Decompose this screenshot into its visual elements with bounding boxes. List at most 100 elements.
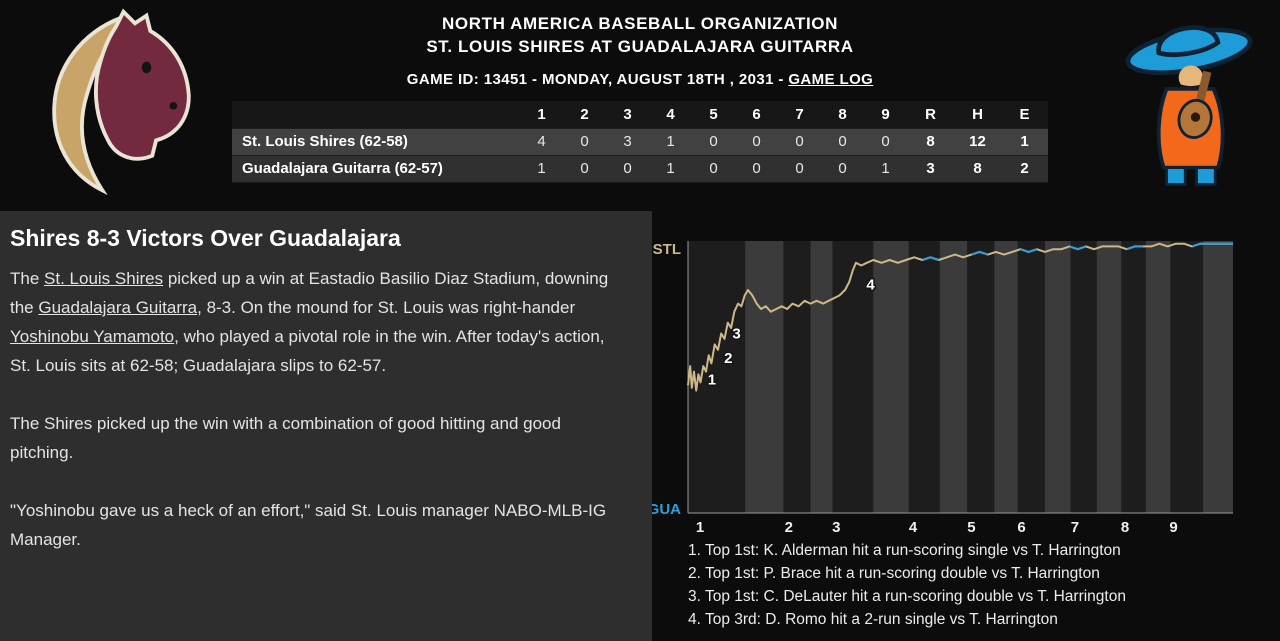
away-inning-score: 0 [778,128,821,156]
away-inning-score: 0 [821,128,864,156]
header: NORTH AMERICA BASEBALL ORGANIZATION ST. … [0,0,1280,205]
y-axis-label-gua: GUA [652,501,681,518]
home-runs: 3 [907,155,954,183]
y-axis-label-stl: STL [653,241,681,258]
half-inning-band [939,241,968,513]
linescore-table: 1 2 3 4 5 6 7 8 9 R H E St. Louis Shires… [232,101,1048,183]
col-inning: 7 [778,101,821,129]
half-inning-band [1203,241,1233,513]
home-team-name: Guadalajara Guitarra (62-57) [232,155,520,183]
article-text: , who played a pivotal role in the win. … [10,327,605,375]
game-info-line: GAME ID: 13451 - MONDAY, AUGUST 18TH , 2… [407,71,873,88]
inning-tick-label: 4 [909,519,918,536]
half-inning-band [994,241,1018,513]
half-inning-band [1096,241,1122,513]
inning-tick-label: 1 [696,519,704,536]
away-runs: 8 [907,128,954,156]
away-inning-score: 3 [606,128,649,156]
home-inning-score: 0 [735,155,778,183]
linescore-row-home: Guadalajara Guitarra (62-57) 1 0 0 1 0 0… [232,155,1048,183]
header-center: NORTH AMERICA BASEBALL ORGANIZATION ST. … [0,0,1280,205]
key-play: 4. Top 3rd: D. Romo hit a 2-run single v… [688,611,1058,628]
half-inning-band [745,241,784,513]
article-paragraph-1: The St. Louis Shires picked up a win at … [10,264,625,380]
col-hits: H [954,101,1001,129]
key-play-marker: 2 [724,350,732,367]
half-inning-band [810,241,833,513]
key-play: 1. Top 1st: K. Alderman hit a run-scorin… [688,542,1121,559]
key-plays-list: 1. Top 1st: K. Alderman hit a run-scorin… [652,539,1280,631]
away-team-name: St. Louis Shires (62-58) [232,128,520,156]
home-inning-score: 0 [692,155,735,183]
win-probability-section: STL GUA 1 2 3 4 5 6 7 8 9 1 2 3 4 1. Top 1st: K. Alder… [652,205,1280,641]
home-errors: 2 [1001,155,1048,183]
win-probability-line-gua-segment [1191,242,1233,248]
home-inning-score: 1 [520,155,563,183]
article-text: , 8-3. On the mound for St. Louis was ri… [197,298,576,317]
win-probability-line-gua-segment [971,250,989,256]
col-inning: 5 [692,101,735,129]
key-play-marker: 4 [866,277,875,294]
col-inning: 6 [735,101,778,129]
news-article-panel: Shires 8-3 Victors Over Guadalajara The … [0,211,652,641]
half-inning-band [873,241,909,513]
inning-tick-label: 9 [1169,519,1177,536]
inning-tick-label: 8 [1121,519,1129,536]
home-inning-score: 0 [778,155,821,183]
home-inning-score: 1 [864,155,907,183]
guitarra-team-link[interactable]: Guadalajara Guitarra [38,298,198,317]
col-inning: 9 [864,101,907,129]
inning-tick-label: 6 [1017,519,1025,536]
linescore-header-row: 1 2 3 4 5 6 7 8 9 R H E [232,101,1048,129]
col-inning: 1 [520,101,563,129]
away-inning-score: 0 [692,128,735,156]
col-runs: R [907,101,954,129]
home-hits: 8 [954,155,1001,183]
away-hits: 12 [954,128,1001,156]
mariachi-icon [1125,25,1253,186]
game-info-text: GAME ID: 13451 - MONDAY, AUGUST 18TH , 2… [406,71,789,88]
col-inning: 4 [649,101,692,129]
key-play-marker: 1 [708,372,716,389]
article-headline: Shires 8-3 Victors Over Guadalajara [10,225,401,251]
inning-tick-label: 3 [832,519,840,536]
article-paragraph-3: "Yoshinobu gave us a heck of an effort,"… [10,501,607,549]
yamamoto-player-link[interactable]: Yoshinobu Yamamoto [10,327,175,346]
main-content: Shires 8-3 Victors Over Guadalajara The … [0,205,1280,641]
inning-tick-label: 5 [967,519,975,536]
col-errors: E [1001,101,1048,129]
win-probability-line-gua-segment [1020,248,1038,253]
win-probability-line-gua-segment [1069,245,1087,251]
linescore-row-away: St. Louis Shires (62-58) 4 0 3 1 0 0 0 0… [232,128,1048,156]
article-text: The [10,269,45,288]
article-text: picked up a win at Eastadio Basilio Diaz… [10,269,609,317]
shires-logo [14,6,206,198]
win-probability-line-gua-segment [922,256,940,261]
away-errors: 1 [1001,128,1048,156]
col-inning: 3 [606,101,649,129]
inning-tick-label: 7 [1071,519,1079,536]
linescore-corner-cell [232,101,520,129]
game-log-link[interactable]: GAME LOG [788,71,874,88]
home-inning-score: 0 [821,155,864,183]
half-inning-band [1044,241,1071,513]
matchup-title: ST. LOUIS SHIRES AT GUADALAJARA GUITARRA [426,37,854,56]
away-inning-score: 4 [520,128,563,156]
shires-team-link[interactable]: St. Louis Shires [44,269,164,288]
home-inning-score: 0 [606,155,649,183]
away-inning-score: 1 [649,128,692,156]
away-inning-score: 0 [864,128,907,156]
key-play: 3. Top 1st: C. DeLauter hit a run-scorin… [688,588,1126,605]
key-play-marker: 3 [732,325,740,342]
home-inning-score: 0 [563,155,606,183]
half-inning-band [1145,241,1171,513]
away-inning-score: 0 [563,128,606,156]
home-inning-score: 1 [649,155,692,183]
inning-tick-label: 2 [785,519,793,536]
away-inning-score: 0 [735,128,778,156]
win-probability-line [687,242,1233,392]
article-paragraph-2: The Shires picked up the win with a comb… [10,414,561,462]
key-play: 2. Top 1st: P. Brace hit a run-scoring d… [688,565,1100,582]
